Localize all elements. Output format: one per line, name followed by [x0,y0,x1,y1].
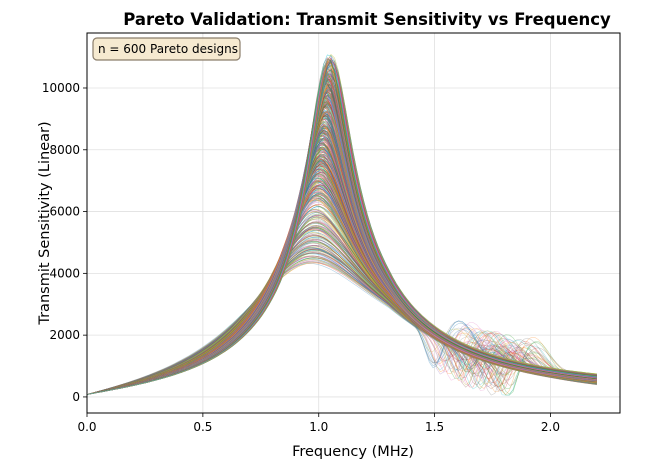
y-tick-label: 0 [72,390,80,404]
x-tick-label: 1.0 [309,420,328,434]
y-tick-label: 2000 [49,328,80,342]
y-axis: 0 2000 4000 6000 8000 10000 [42,81,87,404]
y-tick-label: 8000 [49,143,80,157]
series-line [86,239,597,395]
y-tick-label: 10000 [42,81,80,95]
y-axis-label: Transmit Sensitivity (Linear) [37,121,53,325]
chart-title: Pareto Validation: Transmit Sensitivity … [123,10,611,29]
series-line [86,216,597,395]
y-tick-label: 4000 [49,266,80,280]
x-tick-label: 0.5 [193,420,212,434]
x-axis: 0.0 0.5 1.0 1.5 2.0 [77,413,560,434]
y-tick-label: 6000 [49,205,80,219]
annotation-box: n = 600 Pareto designs [92,37,241,61]
series-line [86,259,597,395]
series-line [86,54,597,395]
series-line [86,261,597,395]
x-tick-label: 1.5 [425,420,444,434]
x-tick-label: 2.0 [541,420,560,434]
plot-frame [86,32,621,414]
annotation-background [92,37,241,61]
annotation-text: n = 600 Pareto designs [98,42,238,56]
x-axis-label: Frequency (MHz) [292,444,414,460]
series-curves [86,54,597,396]
x-tick-label: 0.0 [77,420,96,434]
series-line [86,54,597,395]
